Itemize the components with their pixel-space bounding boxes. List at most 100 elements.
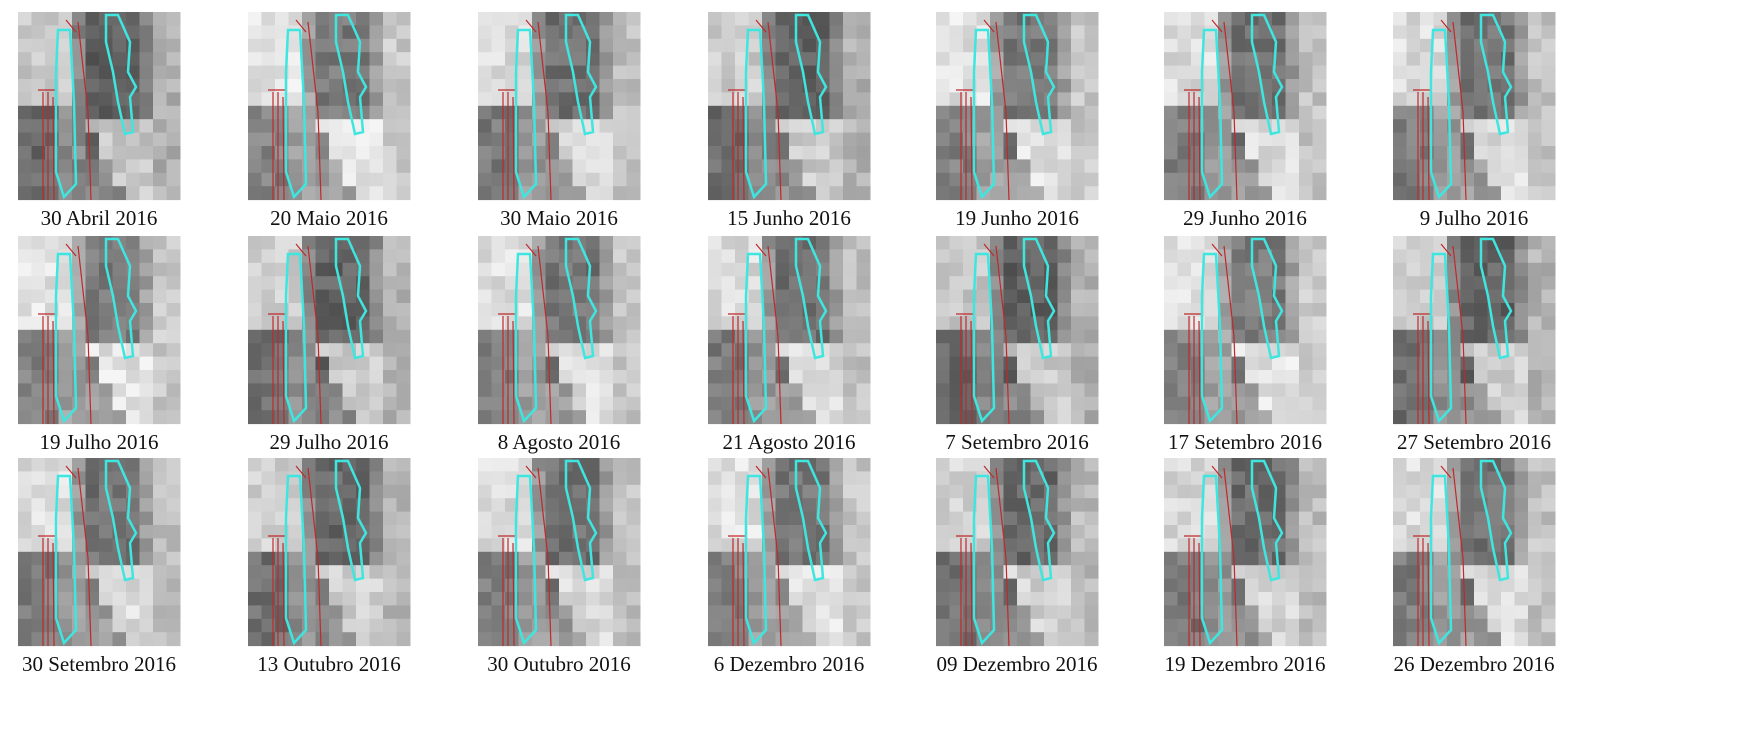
- pixel: [1085, 159, 1099, 173]
- pixel: [370, 458, 384, 472]
- pixel: [627, 565, 641, 579]
- pixel: [627, 249, 641, 263]
- pixel: [1164, 512, 1178, 526]
- pixel: [1286, 485, 1300, 499]
- pixel: [1286, 276, 1300, 290]
- pixel: [113, 159, 127, 173]
- pixel: [99, 146, 113, 160]
- pixel: [708, 92, 722, 106]
- pixel: [289, 525, 303, 539]
- pixel: [316, 471, 330, 485]
- pixel: [1205, 290, 1219, 304]
- pixel: [140, 525, 154, 539]
- pixel: [977, 146, 991, 160]
- pixel: [99, 383, 113, 397]
- pixel: [262, 39, 276, 53]
- pixel: [963, 458, 977, 472]
- pixel: [1044, 357, 1058, 371]
- pixel: [936, 410, 950, 424]
- pixel: [343, 498, 357, 512]
- pixel: [1205, 330, 1219, 344]
- pixel: [857, 512, 871, 526]
- pixel: [289, 357, 303, 371]
- pixel: [776, 498, 790, 512]
- pixel: [1299, 538, 1313, 552]
- pixel: [289, 330, 303, 344]
- pixel: [1232, 276, 1246, 290]
- pixel: [343, 605, 357, 619]
- pixel: [1299, 410, 1313, 424]
- image-panel: [248, 12, 411, 200]
- pixel: [1058, 619, 1072, 633]
- pixel: [1017, 538, 1031, 552]
- pixel: [1164, 39, 1178, 53]
- pixel: [397, 498, 411, 512]
- pixel: [99, 186, 113, 200]
- pixel: [950, 485, 964, 499]
- pixel: [32, 52, 46, 66]
- pixel: [857, 276, 871, 290]
- pixel: [32, 485, 46, 499]
- pixel: [1017, 159, 1031, 173]
- pixel: [1542, 410, 1556, 424]
- pixel: [1259, 39, 1273, 53]
- pixel: [478, 525, 492, 539]
- pixel: [857, 632, 871, 646]
- pixel: [627, 263, 641, 277]
- pixel: [1191, 632, 1205, 646]
- pixel: [492, 66, 506, 80]
- pixel: [1004, 66, 1018, 80]
- pixel: [316, 498, 330, 512]
- pixel: [586, 236, 600, 250]
- pixel: [59, 592, 73, 606]
- pixel: [1218, 12, 1232, 26]
- pixel: [1528, 552, 1542, 566]
- pixel: [248, 119, 262, 133]
- pixel: [383, 552, 397, 566]
- pixel: [749, 330, 763, 344]
- pixel: [708, 579, 722, 593]
- pixel: [18, 316, 32, 330]
- pixel: [843, 52, 857, 66]
- pixel: [316, 579, 330, 593]
- pixel: [356, 632, 370, 646]
- pixel: [762, 498, 776, 512]
- pixel: [1245, 133, 1259, 147]
- pixel: [59, 383, 73, 397]
- pixel: [1474, 133, 1488, 147]
- pixel: [86, 119, 100, 133]
- pixel: [1004, 370, 1018, 384]
- pixel: [1299, 579, 1313, 593]
- pixel: [936, 133, 950, 147]
- pixel: [1085, 538, 1099, 552]
- pixel: [1191, 186, 1205, 200]
- pixel: [32, 471, 46, 485]
- pixel: [1071, 330, 1085, 344]
- pixel: [1004, 79, 1018, 93]
- pixel: [1542, 330, 1556, 344]
- pixel: [559, 133, 573, 147]
- pixel: [1071, 52, 1085, 66]
- pixel: [1313, 249, 1327, 263]
- pixel: [478, 133, 492, 147]
- pixel: [1164, 632, 1178, 646]
- pixel: [1286, 498, 1300, 512]
- pixel: [343, 485, 357, 499]
- pixel: [1017, 632, 1031, 646]
- pixel: [830, 552, 844, 566]
- pixel: [586, 383, 600, 397]
- pixel: [1286, 343, 1300, 357]
- pixel: [153, 565, 167, 579]
- pixel: [1245, 146, 1259, 160]
- pixel: [1286, 236, 1300, 250]
- pixel: [316, 592, 330, 606]
- pixel: [1393, 106, 1407, 120]
- pixel: [153, 605, 167, 619]
- pixel: [478, 79, 492, 93]
- pixel: [1044, 619, 1058, 633]
- pixel: [519, 579, 533, 593]
- pixel: [843, 276, 857, 290]
- pixel: [789, 538, 803, 552]
- pixel: [1017, 303, 1031, 317]
- pixel: [1515, 159, 1529, 173]
